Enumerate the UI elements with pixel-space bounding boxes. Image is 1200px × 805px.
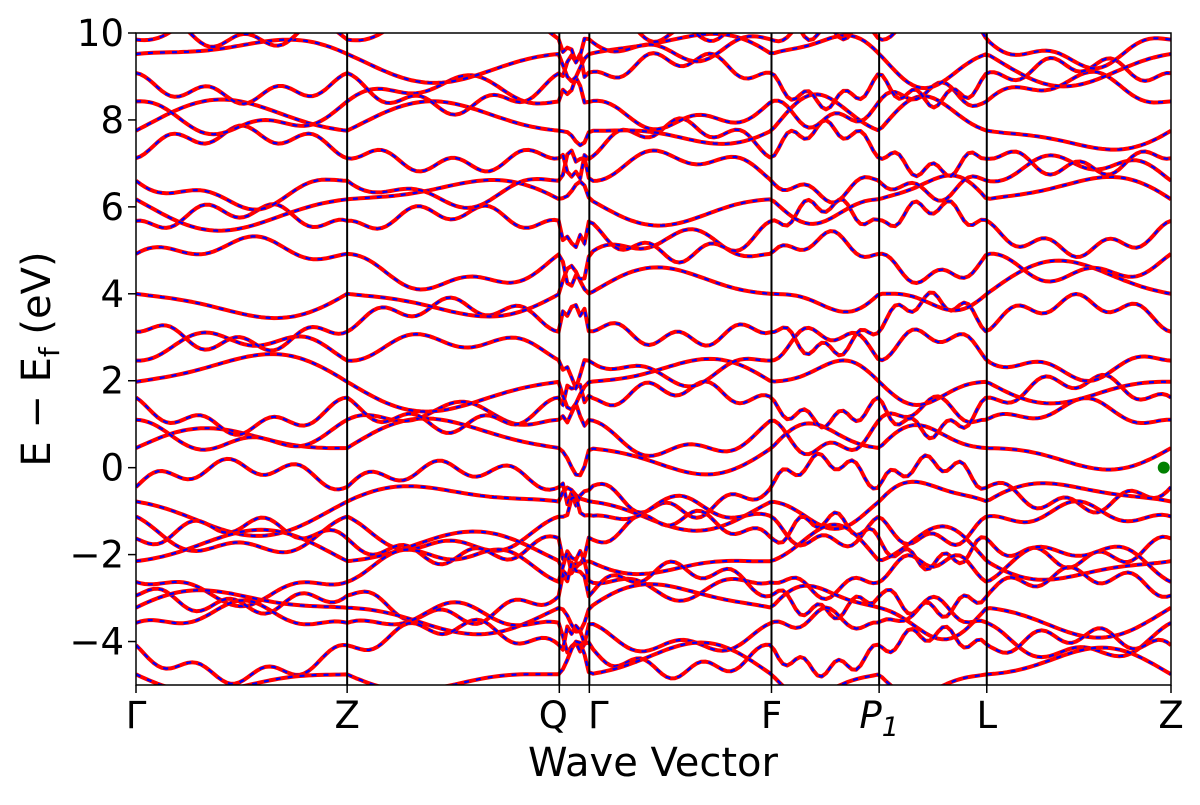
band-line-blue-dashed [136,452,1171,519]
y-tick-label: 0 [100,447,124,490]
band-line-blue-dashed [136,70,1171,136]
band-line-red [136,148,1171,212]
band-line-blue-dashed [136,228,1171,291]
x-tick-label-main: Z [1158,694,1183,737]
x-tick-label-subscript: 1 [882,712,899,743]
x-axis-label: Wave Vector [528,740,779,786]
x-tick-label: Γ [126,694,147,737]
band-line-red [136,290,1171,358]
band-line-blue-dashed [136,259,1171,320]
markers-layer [1157,461,1170,474]
band-line-blue-dashed [136,494,1171,554]
y-tick-label: −2 [69,534,124,577]
x-tick-label: P1 [859,694,899,743]
band-line-blue-dashed [136,291,1171,357]
band-line-blue-dashed [136,559,1171,626]
band-line-red [136,227,1171,292]
x-tick-label: F [761,694,782,737]
band-line-blue-dashed [136,174,1171,232]
x-tick-label-main: Γ [126,694,147,737]
band-line-red [187,33,854,49]
band-line-blue-dashed [136,417,1171,477]
y-axis-label-unit: (eV) [14,251,60,347]
y-axis-label: E − Ef (eV) [14,251,66,466]
band-line-red [136,493,1171,555]
band-line-blue-dashed [136,373,1171,440]
band-line-blue-dashed [136,198,1171,264]
band-line-blue-dashed [136,117,1171,182]
x-tick-label: Z [334,694,359,737]
x-tick-label-main: L [976,694,997,737]
x-tick-label: Γ [588,694,609,737]
x-tick-label-main: P [859,694,882,737]
y-tick-label: 8 [100,99,124,142]
x-tick-label-main: Z [334,694,359,737]
x-tick-label: L [976,694,997,737]
band-line-red [136,617,1171,685]
band-line-red [136,582,1171,642]
band-line-blue-dashed [136,509,1171,577]
band-line-blue-dashed [136,618,1171,685]
x-tick-label-main: F [761,694,782,737]
y-tick-label: 2 [100,360,124,403]
band-line-blue-dashed [136,545,1171,608]
fermi-marker [1157,461,1170,474]
x-tick-label-main: Q [539,694,568,737]
y-tick-label: 4 [100,273,124,316]
band-line-red [136,258,1171,321]
band-line-red [136,173,1171,233]
x-ticks: Γ Z Q Γ F P1 L Z [126,685,1184,743]
band-line-blue-dashed [136,480,1171,537]
y-ticks: −4 −2 0 2 4 6 8 10 [69,12,136,664]
band-line-red [136,639,1171,685]
y-axis-label-main: E − E [14,357,60,467]
band-line-red [136,394,1171,458]
band-line-blue-dashed [136,326,1171,392]
band-line-red [136,51,1171,117]
bands-layer [136,33,1171,685]
y-tick-label: 6 [100,186,124,229]
x-tick-label: Z [1158,694,1183,737]
x-tick-label-main: Γ [588,694,609,737]
y-tick-label: 10 [77,12,124,55]
plot-frame [135,32,1172,686]
band-line-blue-dashed [136,582,1171,641]
band-line-blue-dashed [136,93,1171,151]
band-line-blue-dashed [136,50,1171,116]
y-tick-label: −4 [69,621,124,664]
kpoint-lines [346,33,988,685]
band-line-blue-dashed [136,148,1171,211]
y-axis-label-subscript: f [33,346,66,357]
band-line-blue-dashed [136,33,1171,70]
band-line-blue-dashed [136,595,1171,659]
x-tick-label: Q [539,694,568,737]
band-line-blue-dashed [136,395,1171,458]
band-line-blue-dashed [136,353,1171,413]
band-line-blue-dashed [188,33,853,48]
